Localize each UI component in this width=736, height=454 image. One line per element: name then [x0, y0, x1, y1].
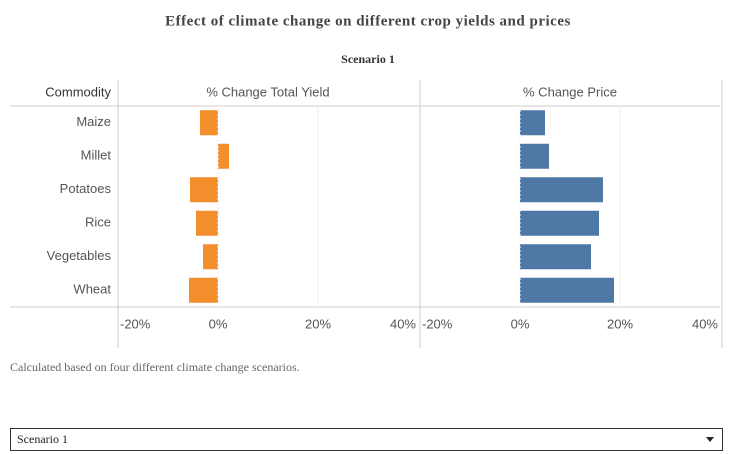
row-label: Rice: [85, 215, 111, 230]
bar: [196, 210, 218, 236]
page-title: Effect of climate change on different cr…: [165, 13, 571, 29]
dropdown-value[interactable]: Scenario 1: [17, 432, 68, 446]
x-tick-label: 40%: [692, 316, 718, 331]
x-tick-label: 0%: [511, 316, 530, 331]
panel-title: % Change Total Yield: [206, 84, 329, 99]
subtitle: Scenario 1: [341, 52, 395, 66]
bar: [520, 110, 545, 136]
x-tick-label: 0%: [209, 316, 228, 331]
x-tick-label: 40%: [390, 316, 416, 331]
x-tick-label: -20%: [422, 316, 453, 331]
bar: [200, 110, 218, 136]
bar: [218, 143, 229, 169]
row-label: Wheat: [73, 282, 111, 297]
bar: [520, 143, 549, 169]
footnote: Calculated based on four different clima…: [10, 360, 300, 374]
bar: [520, 277, 614, 303]
x-tick-label: 20%: [607, 316, 633, 331]
bar: [189, 277, 218, 303]
dropdown-arrow[interactable]: [706, 437, 714, 442]
bar: [520, 210, 599, 236]
row-label: Maize: [76, 114, 111, 129]
bar: [520, 244, 591, 270]
bar: [520, 177, 603, 203]
bar: [203, 244, 218, 270]
row-header: Commodity: [45, 84, 111, 99]
row-label: Millet: [81, 148, 112, 163]
scenario-dropdown[interactable]: [10, 428, 723, 451]
row-label: Potatoes: [60, 181, 112, 196]
bar: [190, 177, 218, 203]
x-tick-label: 20%: [305, 316, 331, 331]
panel-title: % Change Price: [523, 84, 617, 99]
x-tick-label: -20%: [120, 316, 151, 331]
row-label: Vegetables: [47, 248, 112, 263]
